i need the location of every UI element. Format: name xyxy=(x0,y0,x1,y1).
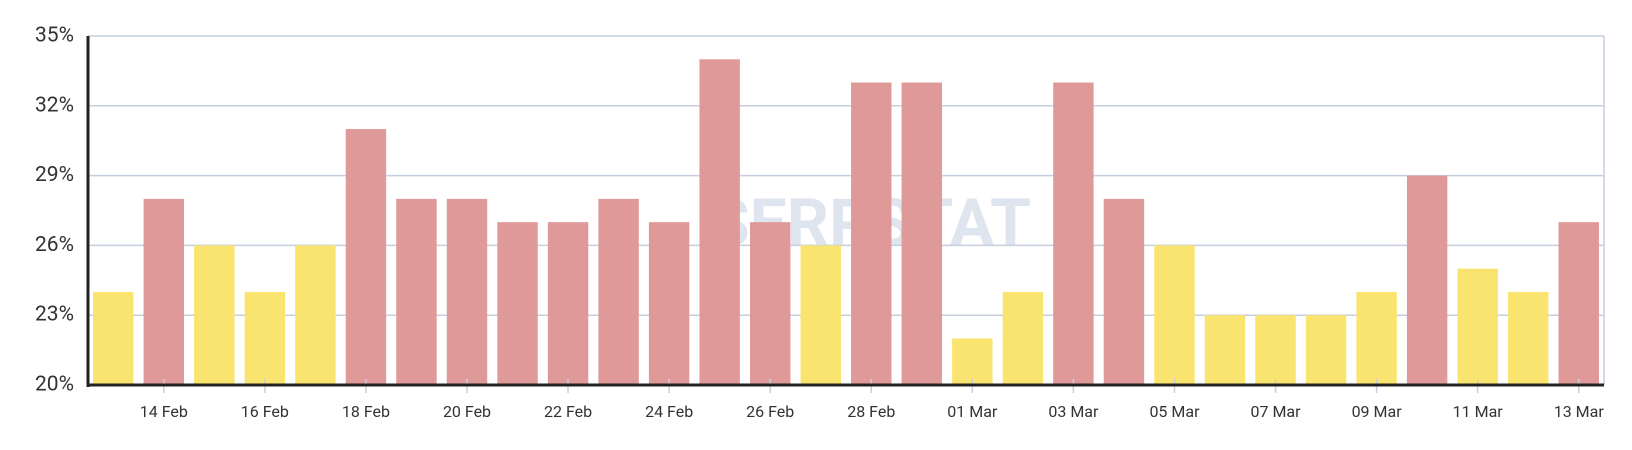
x-tick-label: 14 Feb xyxy=(140,402,188,421)
bar xyxy=(901,82,943,386)
bar xyxy=(1204,315,1246,385)
y-tick-label: 35% xyxy=(35,24,74,48)
x-tick-label: 20 Feb xyxy=(443,402,491,421)
bar xyxy=(1002,291,1044,385)
y-tick-label: 20% xyxy=(35,373,74,397)
x-tick-label: 26 Feb xyxy=(746,402,794,421)
x-tick-label: 03 Mar xyxy=(1048,402,1099,421)
x-tick-label: 07 Mar xyxy=(1251,402,1302,421)
bar xyxy=(598,198,639,385)
bar xyxy=(952,338,993,385)
x-tick-label: 05 Mar xyxy=(1149,402,1200,421)
bar xyxy=(1457,268,1498,385)
x-tick-label: 22 Feb xyxy=(544,402,592,421)
x-tick-label: 28 Feb xyxy=(847,402,895,421)
x-tick-label: 09 Mar xyxy=(1352,402,1403,421)
bar xyxy=(93,291,134,385)
bar xyxy=(1053,82,1094,386)
bar xyxy=(800,245,841,385)
bar xyxy=(1255,315,1296,385)
y-tick-label: 23% xyxy=(35,303,74,327)
x-tick-label: 24 Feb xyxy=(645,402,693,421)
y-tick-label: 29% xyxy=(35,163,74,187)
bar xyxy=(345,129,387,385)
bar xyxy=(851,82,892,386)
x-tick-label: 16 Feb xyxy=(241,402,289,421)
bar xyxy=(497,222,538,385)
bar xyxy=(1507,291,1549,385)
bar xyxy=(446,198,488,385)
bar xyxy=(1103,198,1145,385)
bar xyxy=(194,245,235,385)
bar xyxy=(1356,291,1397,385)
bar xyxy=(547,222,589,385)
bar xyxy=(699,59,740,386)
bar xyxy=(396,198,437,385)
bar xyxy=(1154,245,1195,385)
y-tick-label: 26% xyxy=(35,233,74,257)
bar xyxy=(749,222,791,385)
x-tick-label: 01 Mar xyxy=(947,402,998,421)
bar xyxy=(1558,222,1599,385)
bar xyxy=(143,198,185,385)
bar xyxy=(295,245,336,385)
bar xyxy=(1305,315,1347,385)
bar xyxy=(244,291,286,385)
bar xyxy=(1406,175,1448,385)
y-tick-label: 32% xyxy=(35,93,74,117)
x-tick-label: 11 Mar xyxy=(1453,402,1504,421)
x-tick-label: 13 Mar xyxy=(1554,402,1605,421)
bar xyxy=(648,222,690,385)
x-tick-label: 18 Feb xyxy=(342,402,390,421)
